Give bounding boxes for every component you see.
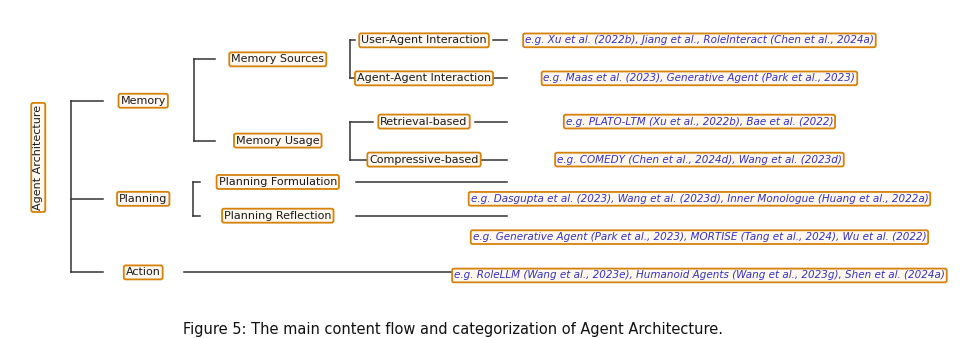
Text: Agent-Agent Interaction: Agent-Agent Interaction (357, 73, 491, 83)
Text: e.g. Xu et al. (2022b), Jiang et al., RoleInteract (Chen et al., 2024a): e.g. Xu et al. (2022b), Jiang et al., Ro… (525, 35, 874, 45)
Text: e.g. Maas et al. (2023), Generative Agent (Park et al., 2023): e.g. Maas et al. (2023), Generative Agen… (544, 73, 856, 83)
Text: Planning: Planning (119, 194, 168, 204)
Text: Agent Architecture: Agent Architecture (33, 105, 43, 210)
Text: User-Agent Interaction: User-Agent Interaction (362, 35, 487, 45)
Text: e.g. Generative Agent (Park et al., 2023), MORTISE (Tang et al., 2024), Wu et al: e.g. Generative Agent (Park et al., 2023… (472, 232, 926, 242)
Text: Planning Reflection: Planning Reflection (224, 211, 331, 221)
Text: Planning Formulation: Planning Formulation (219, 177, 337, 187)
Text: Compressive-based: Compressive-based (369, 154, 478, 165)
Text: Memory Sources: Memory Sources (231, 54, 324, 64)
Text: Memory: Memory (121, 96, 166, 106)
Text: Retrieval-based: Retrieval-based (380, 117, 467, 126)
Text: e.g. PLATO-LTM (Xu et al., 2022b), Bae et al. (2022): e.g. PLATO-LTM (Xu et al., 2022b), Bae e… (565, 117, 833, 126)
Text: Figure 5: The main content flow and categorization of Agent Architecture.: Figure 5: The main content flow and cate… (182, 322, 722, 337)
Text: Memory Usage: Memory Usage (236, 136, 319, 146)
Text: Action: Action (125, 267, 161, 277)
Text: e.g. COMEDY (Chen et al., 2024d), Wang et al. (2023d): e.g. COMEDY (Chen et al., 2024d), Wang e… (557, 154, 842, 165)
Text: e.g. Dasgupta et al. (2023), Wang et al. (2023d), Inner Monologue (Huang et al.,: e.g. Dasgupta et al. (2023), Wang et al.… (470, 194, 928, 204)
Text: e.g. RoleLLM (Wang et al., 2023e), Humanoid Agents (Wang et al., 2023g), Shen et: e.g. RoleLLM (Wang et al., 2023e), Human… (454, 270, 945, 281)
